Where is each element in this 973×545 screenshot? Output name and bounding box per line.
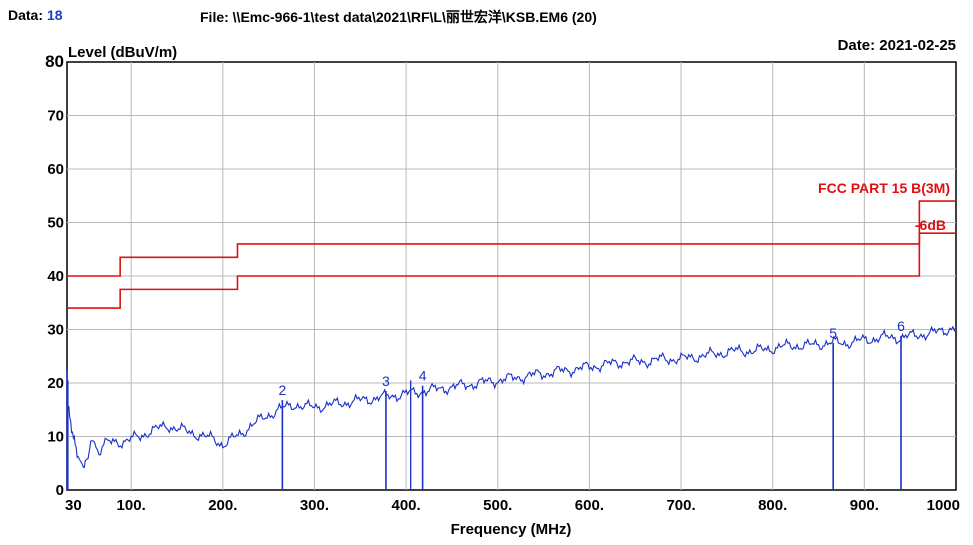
x-tick-label: 600. bbox=[575, 497, 604, 514]
limit-lines bbox=[67, 200, 956, 309]
y-tick-label: 80 bbox=[45, 52, 64, 71]
marker-label: 3 bbox=[382, 373, 390, 389]
x-tick-label: 700. bbox=[666, 497, 695, 514]
limit-line bbox=[67, 232, 956, 309]
x-tick-label: 800. bbox=[758, 497, 787, 514]
trace-line bbox=[66, 325, 957, 469]
y-tick-label: 0 bbox=[56, 482, 64, 499]
tick-labels: 0 10 20 30 40 50 60 70 80 30 100. 200. 300. 400. 500. 6… bbox=[45, 52, 960, 514]
limit-label-fcc: FCC PART 15 B(3M) bbox=[818, 180, 950, 196]
marker-label: 6 bbox=[897, 318, 905, 334]
y-tick-label: 60 bbox=[47, 161, 64, 178]
data-number: 18 bbox=[47, 7, 63, 23]
x-tick-label: 400. bbox=[392, 497, 421, 514]
y-tick-label: 70 bbox=[47, 108, 64, 125]
data-label-text: Data: bbox=[8, 7, 44, 23]
x-axis-label: Frequency (MHz) bbox=[451, 521, 572, 538]
x-tick-label: 900. bbox=[850, 497, 879, 514]
x-tick-label: 100. bbox=[117, 497, 146, 514]
marker-label: 2 bbox=[278, 382, 286, 398]
data-label: Data: 18 bbox=[8, 7, 63, 23]
y-axis-label: Level (dBuV/m) bbox=[68, 44, 177, 61]
limit-line bbox=[67, 200, 956, 277]
trace bbox=[66, 325, 957, 490]
x-tick-label: 200. bbox=[208, 497, 237, 514]
y-tick-label: 30 bbox=[47, 322, 64, 339]
x-tick-label: 300. bbox=[300, 497, 329, 514]
limit-label-margin: -6dB bbox=[915, 217, 946, 233]
marker-label: 5 bbox=[829, 325, 837, 341]
x-tick-label: 1000 bbox=[927, 497, 960, 514]
markers: 2 3 4 5 6 bbox=[278, 318, 905, 490]
y-tick-label: 10 bbox=[47, 429, 64, 446]
y-tick-label: 50 bbox=[47, 215, 64, 232]
file-path-label: File: \\Emc-966-1\test data\2021\RF\L\丽世… bbox=[200, 9, 597, 25]
y-tick-label: 20 bbox=[47, 375, 64, 392]
date-label: Date: 2021-02-25 bbox=[838, 37, 956, 54]
marker-label: 4 bbox=[419, 368, 427, 384]
y-tick-label: 40 bbox=[47, 268, 64, 285]
x-tick-label: 500. bbox=[483, 497, 512, 514]
x-tick-label: 30 bbox=[65, 497, 82, 514]
